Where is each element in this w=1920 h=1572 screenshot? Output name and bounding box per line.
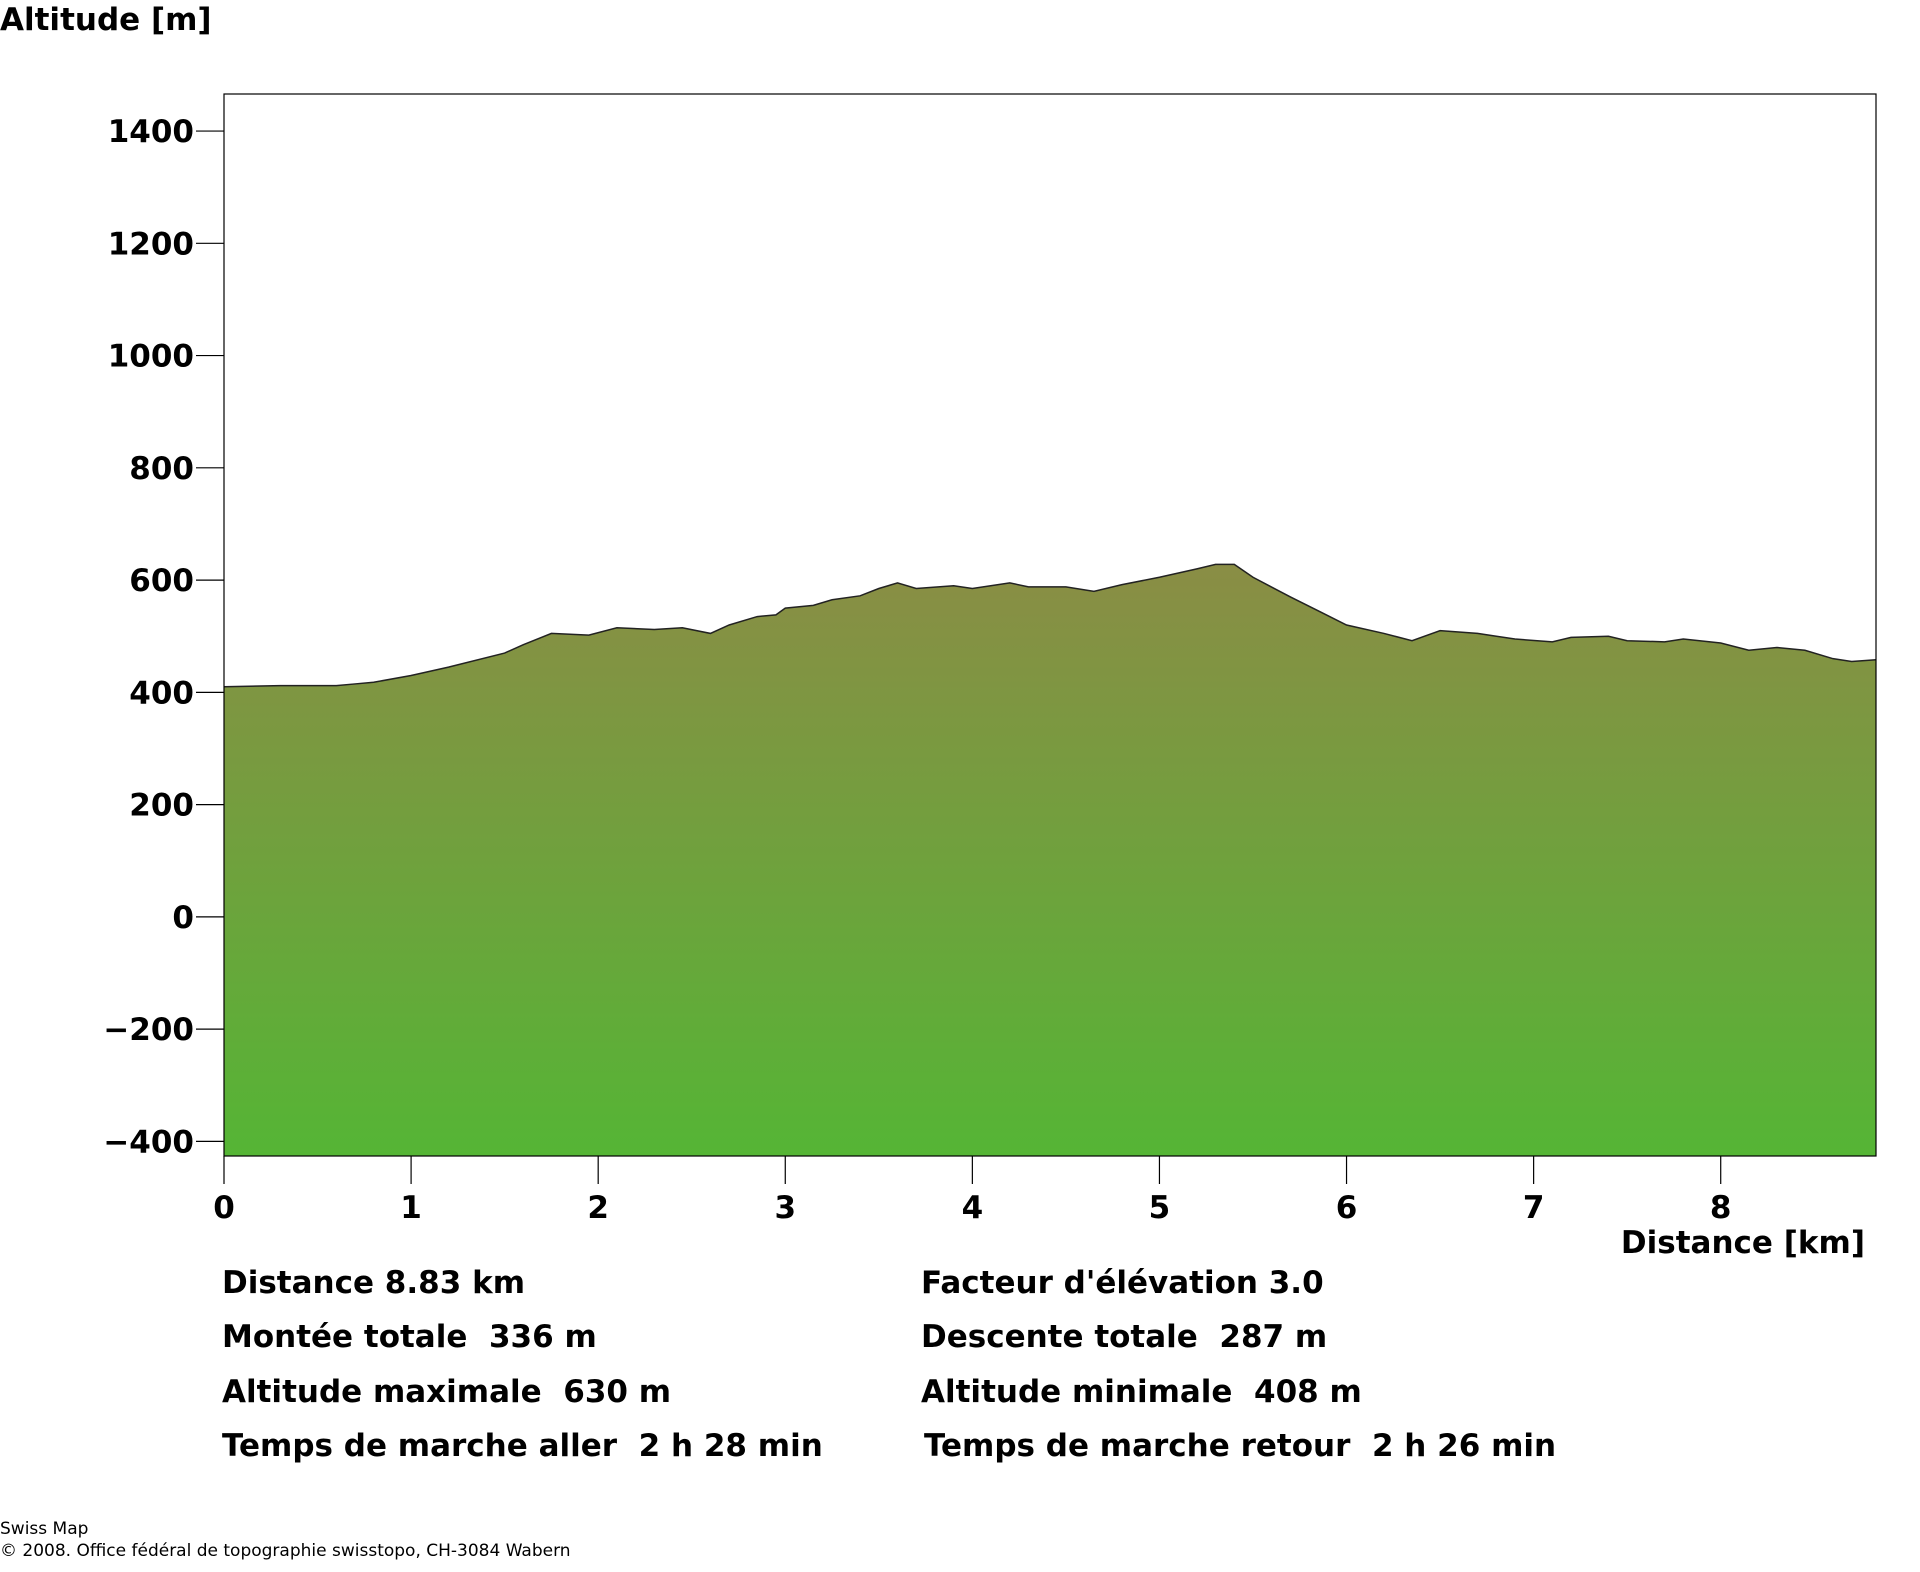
elevation-area [224, 564, 1876, 1156]
y-tick-label: 0 [172, 900, 194, 936]
y-tick-label: 200 [129, 788, 194, 824]
x-tick-label: 4 [962, 1190, 984, 1226]
y-tick-label: 1400 [108, 114, 194, 150]
x-tick-label: 1 [400, 1190, 422, 1226]
stat-distance: Distance 8.83 km [222, 1265, 526, 1301]
stat-descent: Descente totale 287 m [921, 1319, 1328, 1355]
footer-source: Swiss Map [0, 1519, 89, 1539]
y-tick-label: −400 [103, 1124, 194, 1160]
y-tick-label: 400 [129, 675, 194, 711]
x-tick-label: 6 [1336, 1190, 1358, 1226]
x-tick-label: 3 [774, 1190, 796, 1226]
y-tick-label: 600 [129, 563, 194, 599]
y-tick-label: −200 [103, 1012, 194, 1048]
x-tick-label: 7 [1523, 1190, 1545, 1226]
stat-min-altitude: Altitude minimale 408 m [921, 1374, 1362, 1410]
stat-max-altitude: Altitude maximale 630 m [222, 1374, 672, 1410]
stat-ascent: Montée totale 336 m [222, 1319, 597, 1355]
plot-frame [223, 93, 1877, 1157]
x-tick-label: 2 [587, 1190, 609, 1226]
x-tick-label: 8 [1710, 1190, 1732, 1226]
x-tick-label: 0 [213, 1190, 235, 1226]
x-axis-label: Distance [km] [1620, 1225, 1865, 1261]
y-tick-label: 800 [129, 451, 194, 487]
y-tick-label: 1000 [108, 339, 194, 375]
elevation-line [223, 563, 1877, 688]
stat-time-back: Temps de marche retour 2 h 26 min [924, 1428, 1557, 1464]
y-tick-label: 1200 [108, 226, 194, 262]
stat-elevation-factor: Facteur d'élévation 3.0 [921, 1265, 1324, 1301]
x-tick-label: 5 [1149, 1190, 1171, 1226]
y-axis-label: Altitude [m] [0, 2, 212, 38]
stat-time-out: Temps de marche aller 2 h 28 min [222, 1428, 823, 1464]
footer-copyright: © 2008. Office fédéral de topographie sw… [0, 1541, 571, 1561]
